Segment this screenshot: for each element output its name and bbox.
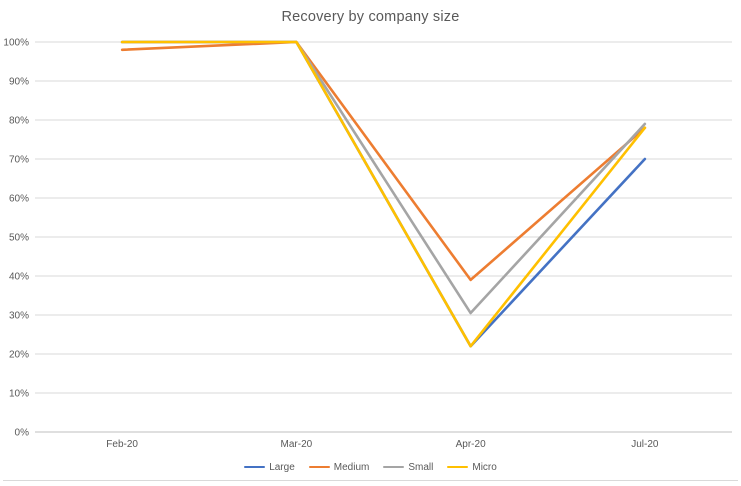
y-axis-tick-label: 20%: [9, 350, 29, 361]
x-axis-label: Apr-20: [456, 439, 486, 450]
chart-legend: Large Medium Small Micro: [0, 458, 741, 476]
x-axis-label: Jul-20: [631, 439, 659, 450]
y-axis-tick-label: 90%: [9, 77, 29, 88]
y-axis-tick-label: 10%: [9, 389, 29, 400]
y-axis-tick-label: 100%: [3, 38, 29, 49]
y-axis-tick-label: 40%: [9, 272, 29, 283]
series-line-small[interactable]: [120, 40, 647, 315]
y-axis-tick-label: 50%: [9, 233, 29, 244]
legend-item-large[interactable]: Large: [244, 462, 295, 473]
series-line-medium[interactable]: [120, 40, 647, 282]
chart-title: Recovery by company size: [281, 9, 460, 25]
legend-swatch-small: [383, 465, 405, 469]
legend-label: Large: [269, 461, 295, 473]
line-chart-plot-area: 0% 10% 20% 30% 40% 50% 60% 70% 80% 90% 100% Feb-20 M…: [3, 38, 732, 450]
legend-label: Medium: [333, 461, 370, 473]
series-line-micro[interactable]: [120, 40, 647, 348]
legend-swatch-micro: [447, 465, 469, 469]
legend-swatch-medium: [308, 465, 330, 469]
legend-label: Small: [408, 461, 434, 473]
x-axis-label: Mar-20: [281, 439, 313, 450]
y-axis-tick-label: 60%: [9, 194, 29, 205]
x-axis-label: Feb-20: [106, 439, 138, 450]
y-axis-tick-label: 70%: [9, 155, 29, 166]
y-axis-tick-label: 0%: [15, 428, 30, 439]
legend-label: Micro: [472, 461, 497, 473]
legend-swatch-large: [244, 465, 266, 469]
bottom-border: [3, 480, 738, 481]
legend-item-micro[interactable]: Micro: [447, 461, 497, 473]
legend-item-medium[interactable]: Medium: [308, 461, 370, 473]
y-axis-tick-label: 80%: [9, 116, 29, 127]
y-axis-tick-label: 30%: [9, 311, 29, 322]
legend-item-small[interactable]: Small: [383, 462, 433, 473]
